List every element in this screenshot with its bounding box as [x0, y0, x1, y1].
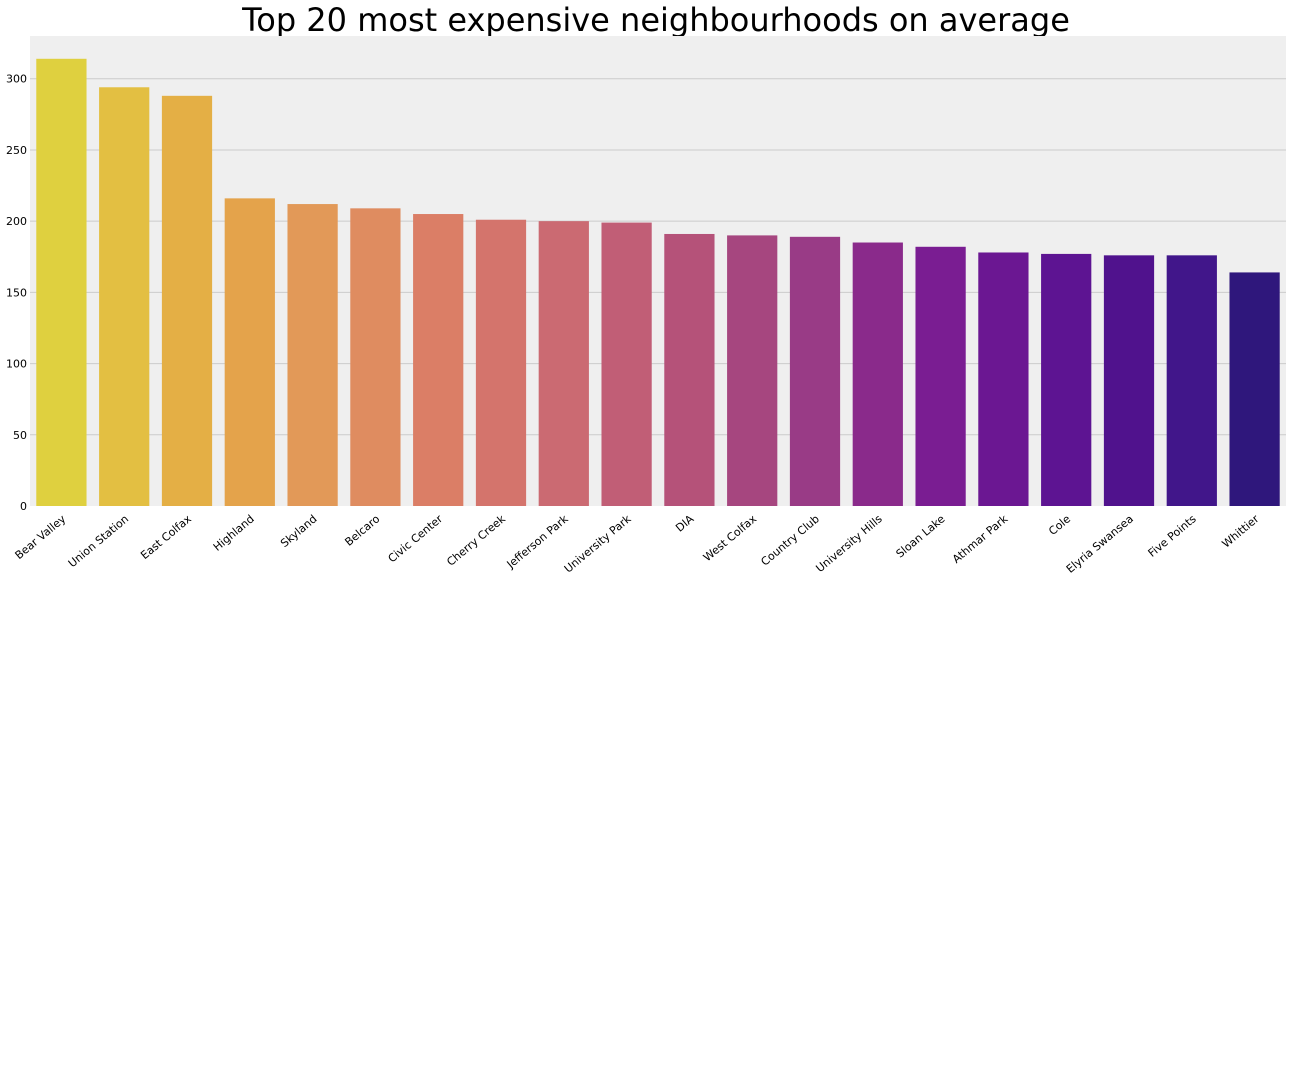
- y-tick-label: 50: [13, 429, 27, 442]
- bar: [350, 208, 401, 507]
- x-tick-label: University Park: [562, 512, 634, 576]
- x-tick-label: Sloan Lake: [894, 512, 948, 560]
- x-tick-label: Belcaro: [342, 512, 382, 549]
- bar: [287, 204, 338, 506]
- chart-title: Top 20 most expensive neighbourhoods on …: [241, 1, 1070, 39]
- x-tick-label: East Colfax: [138, 512, 194, 562]
- bar: [1229, 272, 1280, 506]
- x-tick-label: Country Club: [759, 512, 822, 568]
- x-tick-label: West Colfax: [701, 512, 760, 564]
- bar: [727, 235, 778, 507]
- y-tick-label: 0: [20, 500, 27, 513]
- bar: [852, 242, 903, 507]
- x-tick-label: Athmar Park: [950, 512, 1011, 566]
- bar: [1103, 255, 1155, 506]
- x-tick-label: University Hills: [813, 512, 884, 575]
- bar: [161, 95, 213, 507]
- bar: [475, 219, 527, 506]
- bar: [413, 214, 464, 506]
- bar: [99, 87, 150, 506]
- y-tick-label: 100: [6, 358, 27, 371]
- bar: [224, 198, 275, 506]
- bars: [36, 58, 1280, 507]
- bar: [36, 58, 87, 507]
- x-tick-label: DIA: [673, 512, 696, 535]
- bar: [915, 246, 966, 506]
- x-tick-label: Bear Valley: [13, 512, 69, 562]
- bar: [538, 221, 589, 506]
- x-tick-label: Elyria Swansea: [1064, 512, 1136, 575]
- x-tick-label: Five Points: [1146, 512, 1199, 560]
- bar: [664, 233, 715, 506]
- x-tick-label: Whittier: [1220, 512, 1262, 550]
- y-tick-label: 200: [6, 215, 27, 228]
- plot-background: [30, 36, 1286, 506]
- x-tick-label: Civic Center: [386, 512, 446, 565]
- bar: [1166, 255, 1217, 506]
- x-tick-label: Cherry Creek: [444, 512, 508, 569]
- y-tick-label: 250: [6, 144, 27, 157]
- bar: [601, 222, 652, 507]
- bar: [789, 236, 841, 506]
- y-tick-label: 150: [6, 286, 27, 299]
- y-tick-label: 300: [6, 73, 27, 86]
- x-tick-label: Highland: [211, 512, 257, 553]
- bar: [978, 252, 1029, 506]
- bar: [1041, 253, 1092, 506]
- x-tick-label: Cole: [1046, 512, 1073, 538]
- x-tick-label: Union Station: [66, 512, 131, 570]
- x-tick-label: Skyland: [278, 512, 319, 550]
- y-axis-ticks: 0 50 100 150 200 250 300: [6, 73, 27, 513]
- x-tick-label: Jefferson Park: [504, 512, 572, 572]
